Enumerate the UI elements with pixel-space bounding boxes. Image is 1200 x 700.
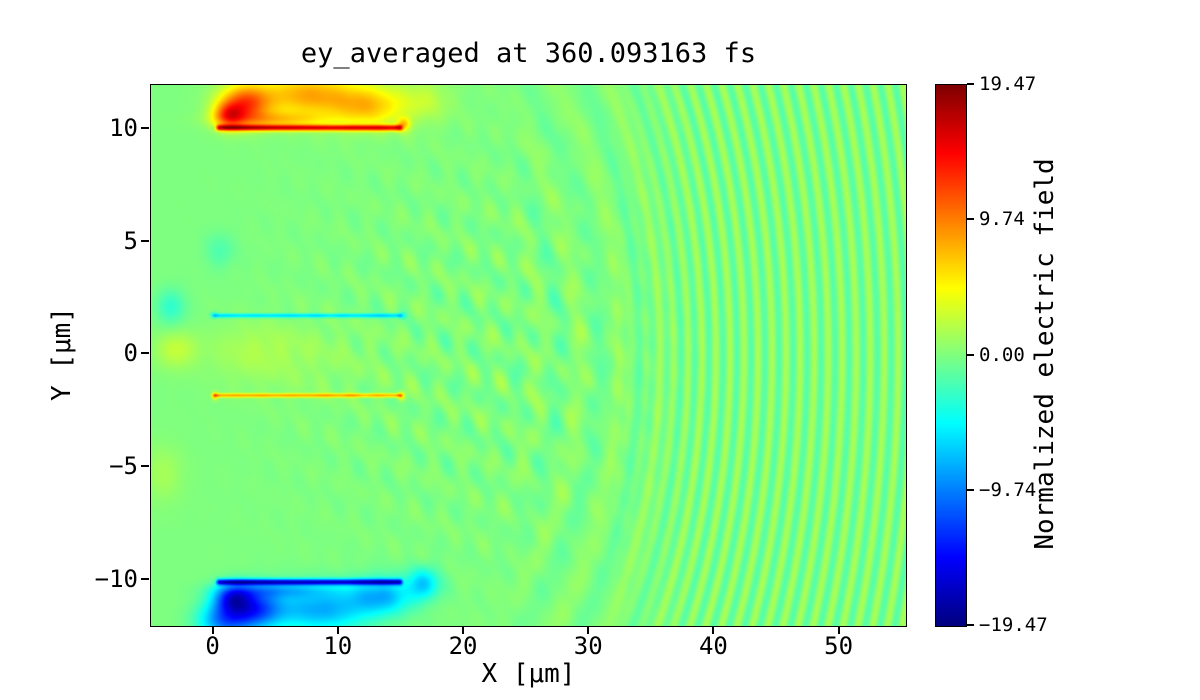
colorbar-tick-label: 9.74 <box>979 208 1025 231</box>
colorbar-tick-label: 19.47 <box>979 73 1037 95</box>
y-tick-label: 5 <box>123 226 138 255</box>
plot-title: ey_averaged at 360.093163 fs <box>300 38 757 69</box>
y-tick-label: −10 <box>94 564 138 593</box>
x-tick-mark <box>712 626 715 634</box>
y-tick-mark <box>141 352 149 355</box>
x-tick-mark <box>336 626 339 634</box>
colorbar-label: Normalized electric field <box>1030 158 1060 550</box>
x-tick-mark <box>211 626 214 634</box>
colorbar-tick-mark <box>967 488 974 491</box>
x-tick-mark <box>587 626 590 634</box>
plot-area <box>150 84 907 627</box>
colorbar-tick-label: 0.00 <box>979 343 1025 366</box>
y-tick-mark <box>141 577 149 580</box>
colorbar-tick-mark <box>967 624 974 626</box>
x-tick-mark <box>462 626 465 634</box>
colorbar <box>935 84 967 627</box>
y-tick-mark <box>141 465 149 468</box>
y-tick-label: −5 <box>109 452 138 481</box>
x-tick-label: 50 <box>824 632 854 660</box>
x-tick-label: 0 <box>205 632 220 660</box>
x-tick-mark <box>837 626 840 634</box>
y-tick-mark <box>141 239 149 242</box>
heatmap-canvas <box>151 85 906 626</box>
x-tick-label: 30 <box>573 632 603 660</box>
colorbar-tick-mark <box>967 218 974 221</box>
colorbar-tick-label: −19.47 <box>979 614 1048 636</box>
x-axis-label: X [μm] <box>481 659 576 689</box>
y-tick-mark <box>141 126 149 129</box>
colorbar-canvas <box>936 85 966 626</box>
y-tick-label: 10 <box>109 113 138 142</box>
colorbar-tick-mark <box>967 353 974 356</box>
x-tick-label: 40 <box>698 632 728 660</box>
y-tick-label: 0 <box>123 339 138 368</box>
colorbar-tick-label: −9.74 <box>979 478 1037 501</box>
x-tick-label: 20 <box>448 632 478 660</box>
colorbar-tick-mark <box>967 83 974 85</box>
x-tick-label: 10 <box>323 632 353 660</box>
